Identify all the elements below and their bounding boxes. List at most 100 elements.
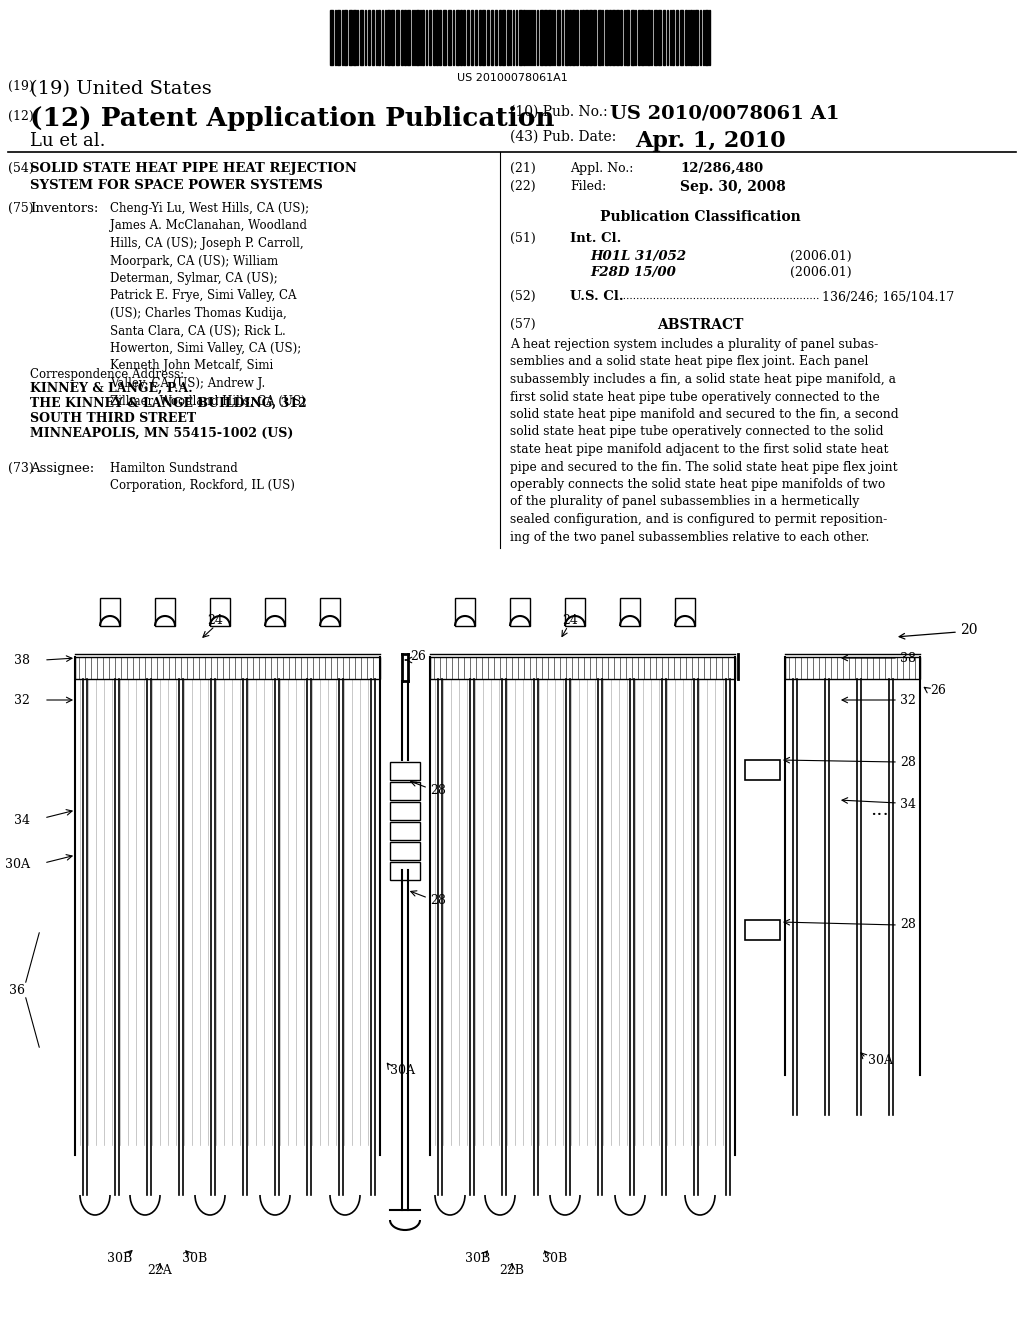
Text: 30B: 30B <box>182 1251 208 1265</box>
Bar <box>387 11 390 65</box>
Text: (12): (12) <box>8 110 34 123</box>
Bar <box>344 11 347 65</box>
Text: 28: 28 <box>430 784 445 796</box>
Bar <box>565 11 568 65</box>
Text: SOUTH THIRD STREET: SOUTH THIRD STREET <box>30 412 197 425</box>
Bar <box>337 11 340 65</box>
Text: (75): (75) <box>8 202 34 215</box>
Bar <box>390 842 420 861</box>
Text: (19) United States: (19) United States <box>30 81 212 98</box>
Bar <box>330 11 333 65</box>
Bar <box>463 11 465 65</box>
Text: Inventors:: Inventors: <box>30 202 98 215</box>
Text: (73): (73) <box>8 462 34 475</box>
Bar <box>575 11 578 65</box>
Bar <box>475 11 477 65</box>
Bar <box>616 11 618 65</box>
Bar <box>487 11 489 65</box>
Text: SOLID STATE HEAT PIPE HEAT REJECTION
SYSTEM FOR SPACE POWER SYSTEMS: SOLID STATE HEAT PIPE HEAT REJECTION SYS… <box>30 162 357 191</box>
Bar <box>390 803 420 820</box>
Text: F28D 15/00: F28D 15/00 <box>590 267 676 279</box>
Text: A heat rejection system includes a plurality of panel subas-
semblies and a soli: A heat rejection system includes a plura… <box>510 338 899 544</box>
Text: (51): (51) <box>510 232 536 246</box>
Bar <box>585 11 588 65</box>
Text: (57): (57) <box>510 318 536 331</box>
Bar <box>557 11 560 65</box>
Text: 30B: 30B <box>543 1251 567 1265</box>
Bar <box>390 781 420 800</box>
Bar <box>663 11 665 65</box>
Bar <box>210 598 230 626</box>
Text: 24: 24 <box>207 614 223 627</box>
Text: 28: 28 <box>900 755 915 768</box>
Bar <box>455 598 475 626</box>
Bar <box>155 598 175 626</box>
Bar <box>544 11 547 65</box>
Text: (21): (21) <box>510 162 536 176</box>
Text: (22): (22) <box>510 180 536 193</box>
Bar <box>390 862 420 880</box>
Bar <box>401 11 403 65</box>
Text: U.S. Cl.: U.S. Cl. <box>570 290 624 304</box>
Bar <box>612 11 615 65</box>
Text: 30A: 30A <box>868 1053 893 1067</box>
Text: (54): (54) <box>8 162 34 176</box>
Bar <box>471 11 473 65</box>
Bar <box>495 11 497 65</box>
Bar <box>605 11 608 65</box>
Bar <box>479 11 481 65</box>
Bar <box>569 11 571 65</box>
Text: KINNEY & LANGE, P.A.: KINNEY & LANGE, P.A. <box>30 381 193 395</box>
Text: (19): (19) <box>8 81 34 92</box>
Bar <box>502 11 505 65</box>
Text: 34: 34 <box>900 799 916 812</box>
Text: 26: 26 <box>930 684 946 697</box>
Bar <box>443 11 446 65</box>
Bar <box>265 598 285 626</box>
Bar <box>598 11 601 65</box>
Bar <box>378 11 380 65</box>
Text: 24: 24 <box>562 614 578 627</box>
Bar <box>460 11 462 65</box>
Bar <box>676 11 678 65</box>
Text: 30A: 30A <box>5 858 30 871</box>
Bar <box>439 11 441 65</box>
Text: Apr. 1, 2010: Apr. 1, 2010 <box>635 129 785 152</box>
Text: Filed:: Filed: <box>570 180 606 193</box>
Text: 12/286,480: 12/286,480 <box>680 162 763 176</box>
Text: 136/246; 165/104.17: 136/246; 165/104.17 <box>822 290 954 304</box>
Text: Sep. 30, 2008: Sep. 30, 2008 <box>680 180 785 194</box>
Bar <box>695 11 698 65</box>
Text: 28: 28 <box>900 919 915 932</box>
Bar <box>589 11 592 65</box>
Bar <box>745 920 780 940</box>
Bar <box>416 11 419 65</box>
Bar <box>490 11 493 65</box>
Bar <box>436 11 438 65</box>
Text: Publication Classification: Publication Classification <box>600 210 801 224</box>
Text: 28: 28 <box>430 894 445 907</box>
Text: 30B: 30B <box>108 1251 133 1265</box>
Bar <box>360 11 362 65</box>
Bar <box>407 11 410 65</box>
Bar <box>523 11 525 65</box>
Bar <box>482 11 485 65</box>
Bar <box>620 598 640 626</box>
Text: 30A: 30A <box>390 1064 415 1077</box>
Text: US 20100078061A1: US 20100078061A1 <box>457 73 567 83</box>
Text: Correspondence Address:: Correspondence Address: <box>30 368 184 381</box>
Bar <box>745 760 780 780</box>
Bar <box>396 11 399 65</box>
Bar <box>785 657 920 678</box>
Text: 26: 26 <box>410 651 426 664</box>
Bar <box>510 598 530 626</box>
Text: 38: 38 <box>900 652 916 664</box>
Text: (10) Pub. No.:: (10) Pub. No.: <box>510 106 607 119</box>
Bar <box>672 11 674 65</box>
Bar <box>449 11 451 65</box>
Text: 32: 32 <box>14 693 30 706</box>
Bar <box>100 598 120 626</box>
Bar <box>654 11 657 65</box>
Bar <box>582 11 584 65</box>
Bar <box>390 762 420 780</box>
